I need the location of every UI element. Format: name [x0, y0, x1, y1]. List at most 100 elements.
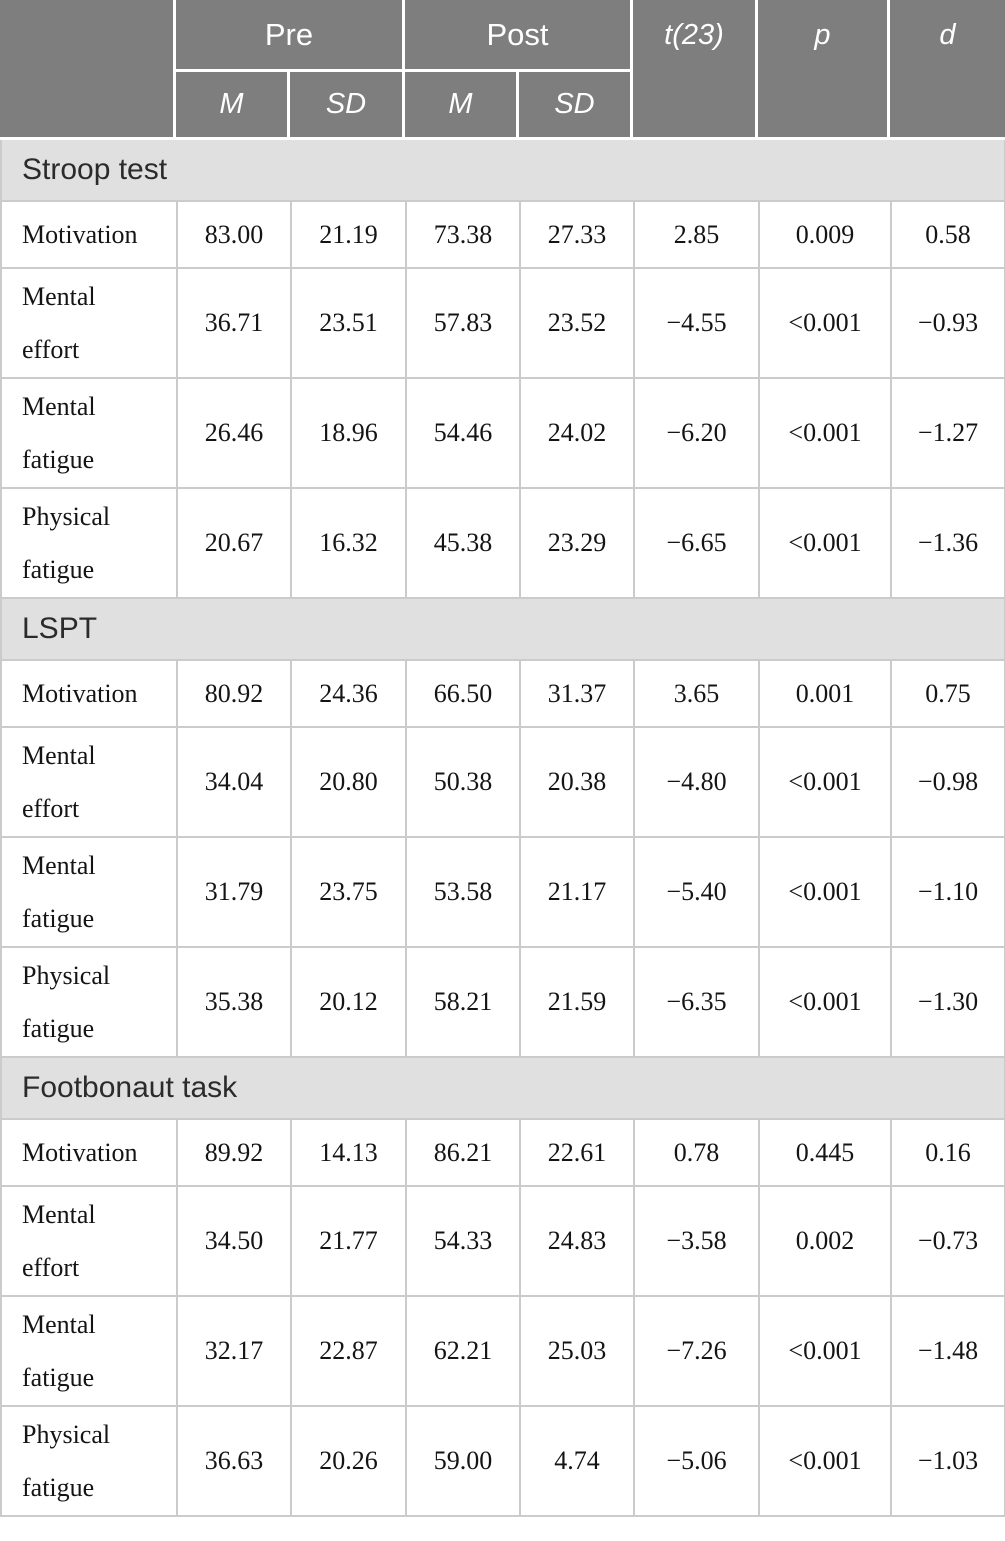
cell-d: −1.36	[890, 489, 1005, 599]
cell-pre-m: 26.46	[176, 379, 290, 489]
cell-d: −1.48	[890, 1297, 1005, 1407]
cell-p: <0.001	[758, 489, 890, 599]
table-row: Mental fatigue 31.79 23.75 53.58 21.17 −…	[0, 838, 1005, 948]
section-title: Footbonaut task	[0, 1058, 1005, 1120]
row-label: Physical fatigue	[0, 1407, 176, 1517]
cell-d: −0.93	[890, 269, 1005, 379]
cell-post-sd: 23.52	[519, 269, 633, 379]
cell-pre-m: 31.79	[176, 838, 290, 948]
t-header: t(23)	[633, 0, 758, 140]
cell-post-m: 66.50	[405, 661, 519, 728]
cell-post-m: 54.33	[405, 1187, 519, 1297]
cell-pre-sd: 23.51	[290, 269, 405, 379]
cell-post-sd: 23.29	[519, 489, 633, 599]
cell-p: 0.009	[758, 202, 890, 269]
cell-pre-m: 35.38	[176, 948, 290, 1058]
row-label: Motivation	[0, 1120, 176, 1187]
cell-post-sd: 25.03	[519, 1297, 633, 1407]
header-row-groups: Pre Post t(23) p d	[0, 0, 1005, 140]
m-header-pre: M	[176, 72, 290, 140]
cell-post-m: 58.21	[405, 948, 519, 1058]
cell-p: 0.002	[758, 1187, 890, 1297]
table-row: Mental fatigue 26.46 18.96 54.46 24.02 −…	[0, 379, 1005, 489]
cell-pre-m: 83.00	[176, 202, 290, 269]
cell-pre-m: 34.04	[176, 728, 290, 838]
cell-pre-sd: 23.75	[290, 838, 405, 948]
cell-d: −0.73	[890, 1187, 1005, 1297]
cell-t: −7.26	[633, 1297, 758, 1407]
cell-d: −1.03	[890, 1407, 1005, 1517]
row-label: Physical fatigue	[0, 489, 176, 599]
cell-pre-sd: 18.96	[290, 379, 405, 489]
table-row: Physical fatigue 36.63 20.26 59.00 4.74 …	[0, 1407, 1005, 1517]
row-label: Mental fatigue	[0, 1297, 176, 1407]
cell-post-sd: 24.02	[519, 379, 633, 489]
cell-post-m: 54.46	[405, 379, 519, 489]
cell-pre-m: 32.17	[176, 1297, 290, 1407]
cell-post-sd: 21.59	[519, 948, 633, 1058]
row-label: Mental effort	[0, 269, 176, 379]
cell-t: −4.55	[633, 269, 758, 379]
cell-t: −6.20	[633, 379, 758, 489]
cell-pre-m: 89.92	[176, 1120, 290, 1187]
cell-t: −5.06	[633, 1407, 758, 1517]
cell-post-m: 73.38	[405, 202, 519, 269]
cell-p: <0.001	[758, 948, 890, 1058]
cell-post-m: 62.21	[405, 1297, 519, 1407]
d-header: d	[890, 0, 1005, 140]
row-label: Mental fatigue	[0, 379, 176, 489]
row-label: Mental effort	[0, 728, 176, 838]
cell-d: −1.30	[890, 948, 1005, 1058]
cell-post-m: 59.00	[405, 1407, 519, 1517]
cell-t: 0.78	[633, 1120, 758, 1187]
cell-post-sd: 27.33	[519, 202, 633, 269]
section-title: Stroop test	[0, 140, 1005, 202]
corner-cell	[0, 0, 176, 140]
cell-post-sd: 22.61	[519, 1120, 633, 1187]
table-row: Motivation 89.92 14.13 86.21 22.61 0.78 …	[0, 1120, 1005, 1187]
cell-pre-sd: 14.13	[290, 1120, 405, 1187]
cell-pre-sd: 21.77	[290, 1187, 405, 1297]
cell-post-m: 50.38	[405, 728, 519, 838]
cell-d: 0.16	[890, 1120, 1005, 1187]
cell-t: −6.35	[633, 948, 758, 1058]
cell-t: −6.65	[633, 489, 758, 599]
row-label: Mental fatigue	[0, 838, 176, 948]
section-row-footbonaut: Footbonaut task	[0, 1058, 1005, 1120]
row-label: Motivation	[0, 661, 176, 728]
cell-pre-m: 34.50	[176, 1187, 290, 1297]
cell-pre-sd: 22.87	[290, 1297, 405, 1407]
section-title: LSPT	[0, 599, 1005, 661]
cell-pre-sd: 20.26	[290, 1407, 405, 1517]
cell-post-m: 53.58	[405, 838, 519, 948]
cell-p: <0.001	[758, 838, 890, 948]
row-label: Physical fatigue	[0, 948, 176, 1058]
table-row: Motivation 80.92 24.36 66.50 31.37 3.65 …	[0, 661, 1005, 728]
cell-pre-sd: 21.19	[290, 202, 405, 269]
cell-d: −0.98	[890, 728, 1005, 838]
cell-p: 0.445	[758, 1120, 890, 1187]
cell-p: <0.001	[758, 1407, 890, 1517]
cell-post-m: 57.83	[405, 269, 519, 379]
cell-pre-m: 20.67	[176, 489, 290, 599]
pre-header: Pre	[176, 0, 405, 72]
cell-pre-sd: 20.12	[290, 948, 405, 1058]
cell-post-sd: 20.38	[519, 728, 633, 838]
cell-pre-sd: 20.80	[290, 728, 405, 838]
m-header-post: M	[405, 72, 519, 140]
cell-post-sd: 4.74	[519, 1407, 633, 1517]
cell-pre-m: 36.71	[176, 269, 290, 379]
cell-d: −1.10	[890, 838, 1005, 948]
table-row: Mental effort 34.04 20.80 50.38 20.38 −4…	[0, 728, 1005, 838]
cell-pre-sd: 16.32	[290, 489, 405, 599]
row-label: Mental effort	[0, 1187, 176, 1297]
cell-p: <0.001	[758, 379, 890, 489]
table-row: Mental effort 36.71 23.51 57.83 23.52 −4…	[0, 269, 1005, 379]
cell-d: 0.75	[890, 661, 1005, 728]
header-row-subcolumns: M SD M SD	[0, 72, 1005, 140]
cell-p: <0.001	[758, 269, 890, 379]
cell-pre-m: 80.92	[176, 661, 290, 728]
cell-t: −5.40	[633, 838, 758, 948]
cell-p: 0.001	[758, 661, 890, 728]
section-row-stroop: Stroop test	[0, 140, 1005, 202]
